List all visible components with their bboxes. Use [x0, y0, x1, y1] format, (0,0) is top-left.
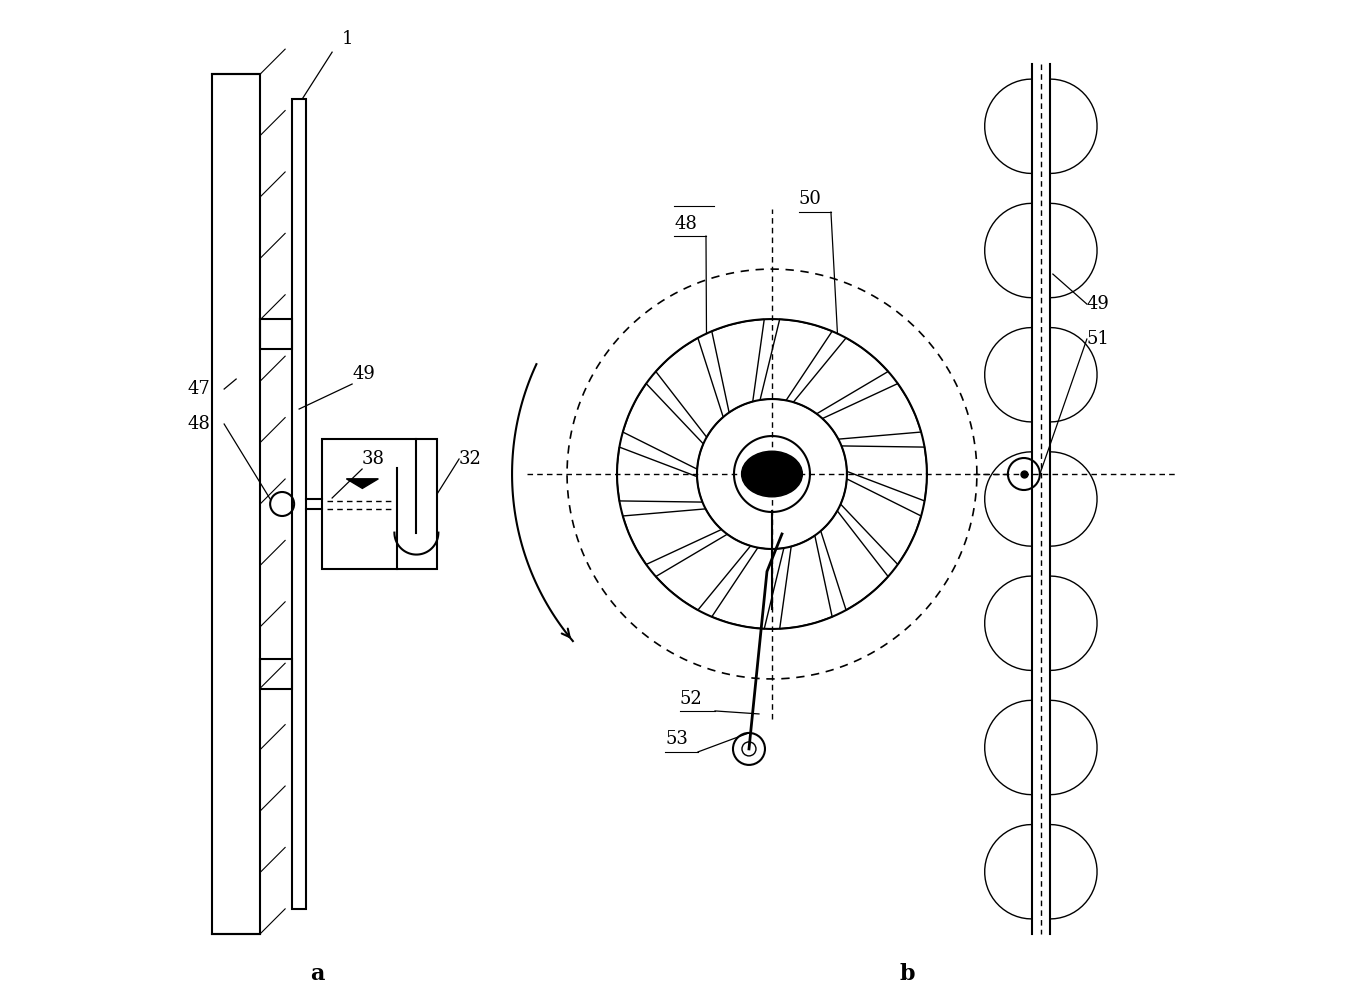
Text: 51: 51 — [1087, 330, 1110, 348]
Text: 48: 48 — [187, 415, 210, 433]
Text: b: b — [899, 963, 915, 985]
Text: 47: 47 — [187, 380, 210, 398]
Text: 32: 32 — [459, 450, 482, 468]
Text: 53: 53 — [665, 730, 688, 748]
Text: 50: 50 — [799, 191, 822, 208]
Text: a: a — [310, 963, 325, 985]
Text: 52: 52 — [680, 689, 703, 708]
Bar — [292, 99, 306, 909]
Bar — [213, 75, 260, 933]
Bar — [322, 439, 437, 569]
Bar — [260, 320, 292, 349]
Bar — [260, 659, 292, 688]
Text: 48: 48 — [674, 215, 697, 233]
Polygon shape — [347, 479, 378, 489]
Text: 38: 38 — [362, 450, 385, 468]
Text: 49: 49 — [1087, 295, 1110, 313]
Ellipse shape — [742, 452, 803, 497]
Text: 1: 1 — [341, 30, 353, 48]
Text: 49: 49 — [352, 365, 375, 383]
